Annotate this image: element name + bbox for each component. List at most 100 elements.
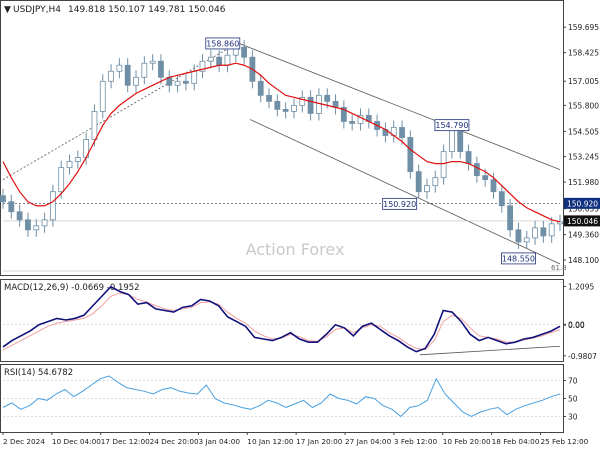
macd-pane-frame [0, 279, 564, 362]
pivot-labels: 158.860 154.790 150.920 148.550 [205, 37, 536, 265]
macd-signal-line [2, 292, 561, 351]
candle-body [16, 211, 23, 221]
candle-body [432, 177, 439, 187]
macd-tick-label: 0.00 [568, 320, 585, 329]
macd-divergence-line [419, 345, 561, 356]
candle-body [158, 60, 164, 78]
candle-body [66, 161, 73, 169]
candle-body [99, 80, 106, 112]
price-candles [0, 40, 563, 249]
watermark: Action Forex [246, 240, 345, 259]
pivot-box [434, 119, 470, 132]
candle-body [523, 237, 530, 243]
chart-menu-icon[interactable]: ▼ [4, 5, 11, 15]
candle-body [0, 195, 6, 203]
candle-body [282, 108, 289, 112]
symbol-label: USDJPY,H4 [13, 5, 61, 15]
current-price-label: 150.046 [567, 217, 598, 226]
level-badge-label: 150.920 [567, 199, 598, 208]
candle-body [116, 64, 123, 72]
candle-body [498, 191, 505, 207]
macd-tick-label: 0.00 [568, 321, 585, 330]
moving-average [2, 62, 561, 223]
price-tick-label: 154.505 [568, 127, 599, 136]
candle-body [440, 151, 447, 179]
rising-trendline [2, 43, 236, 181]
price-axis: 159.695 158.425 157.005 155.800 154.505 153.2… [563, 23, 600, 265]
candle-body [141, 62, 148, 78]
price-tick-label: 158.425 [568, 49, 599, 58]
candle-body [449, 129, 455, 152]
candle-body [191, 70, 198, 84]
time-tick-label: 10 Feb 20:00 [443, 437, 491, 446]
candle-body [457, 129, 464, 152]
candle-body [557, 221, 563, 225]
macd-tick-label: 1.2095 [568, 282, 594, 291]
candle-body [49, 191, 56, 221]
price-tick-label: 151.980 [568, 178, 599, 187]
time-axis: 2 Dec 2024 10 Dec 04:00 17 Dec 12:00 24 Dec… [2, 432, 589, 446]
candle-body [199, 60, 206, 72]
candle-body [25, 219, 31, 231]
candle-body [224, 54, 231, 66]
trend-guides [2, 41, 561, 272]
candle-body [74, 157, 81, 162]
time-tick-label: 27 Jan 04:00 [345, 437, 392, 446]
price-pane-frame [0, 0, 564, 276]
time-tick-label: 10 Dec 04:00 [52, 437, 101, 446]
time-tick-label: 25 Feb 12:00 [540, 437, 588, 446]
candle-body [58, 167, 65, 193]
candle-body [515, 229, 522, 243]
candle-body [266, 94, 272, 102]
time-tick-label: 24 Dec 20:00 [150, 437, 199, 446]
price-tick-label: 150.655 [568, 205, 599, 214]
time-tick-label: 2 Dec 2024 [3, 437, 45, 446]
candle-body [407, 137, 414, 173]
pivot-box [382, 197, 418, 210]
pivot-label: 148.550 [502, 254, 535, 263]
candle-body [299, 96, 306, 106]
ohlc-readout: 149.818 150.107 149.781 150.046 [68, 5, 226, 15]
candle-body [108, 70, 114, 82]
candle-body [540, 227, 547, 237]
rsi-line [2, 375, 561, 418]
current-price-badge [564, 215, 600, 227]
candle-body [415, 171, 422, 193]
candle-body [548, 223, 555, 237]
time-tick-label: 18 Feb 04:00 [492, 437, 540, 446]
candle-body [324, 94, 331, 102]
candle-body [91, 111, 98, 140]
price-tick-label: 159.695 [568, 23, 599, 32]
rsi-title: RSI(14) 54.6782 [4, 368, 73, 378]
price-tick-label: 155.800 [568, 101, 599, 110]
rsi-axis: 70 50 30 [563, 377, 578, 422]
candle-body [33, 225, 40, 231]
candle-body [124, 64, 131, 86]
candle-body [241, 46, 247, 58]
time-tick-label: 17 Jan 20:00 [296, 437, 343, 446]
channel-upper-line [235, 41, 561, 170]
candle-body [257, 80, 264, 96]
candle-body [41, 219, 48, 227]
time-tick-label: 17 Dec 12:00 [101, 437, 150, 446]
macd-tick-label: -0.9807 [568, 352, 597, 361]
candle-body [532, 227, 538, 239]
candle-body [507, 205, 514, 231]
pivot-label: 158.860 [206, 39, 239, 48]
rsi-tick-label: 70 [568, 377, 578, 386]
price-tick-label: 157.005 [568, 77, 599, 86]
candle-body [182, 80, 189, 84]
price-tick-label: 153.245 [568, 153, 599, 162]
candle-body [399, 127, 405, 138]
candle-body [207, 56, 214, 62]
candle-body [307, 96, 314, 114]
pivot-label: 154.790 [435, 121, 468, 130]
level-badge [564, 197, 600, 209]
candle-body [149, 60, 156, 64]
fib-level-label: 61.8 [551, 264, 567, 272]
candle-body [349, 121, 356, 124]
candle-body [482, 175, 489, 181]
candle-body [174, 80, 181, 86]
candle-body [8, 201, 15, 213]
